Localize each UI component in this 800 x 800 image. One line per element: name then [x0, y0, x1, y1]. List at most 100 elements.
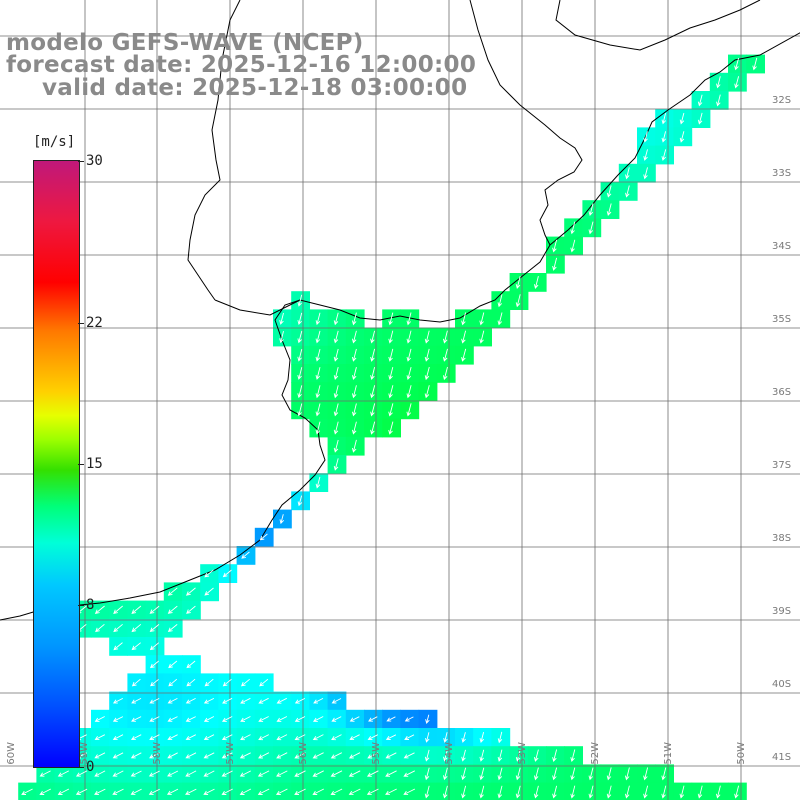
wind-arrow [715, 785, 721, 799]
wind-arrow [39, 788, 52, 795]
wind-arrow [625, 185, 630, 198]
wind-arrow [349, 716, 360, 722]
wind-arrow [333, 439, 339, 453]
wind-arrow [588, 767, 594, 781]
wind-arrow [131, 697, 142, 704]
wind-arrow [240, 678, 250, 687]
wind-arrow [95, 623, 105, 633]
wind-arrow [149, 697, 160, 704]
longitude-label: 53W [517, 742, 528, 765]
wind-arrow [552, 785, 558, 799]
longitude-label: 55W [371, 742, 382, 765]
wind-arrow [75, 770, 88, 777]
wind-arrow [204, 587, 214, 596]
wind-arrow [333, 458, 339, 471]
wind-arrow [403, 752, 415, 759]
wind-arrow [239, 752, 251, 759]
wind-arrow [39, 770, 51, 777]
wind-arrow [679, 131, 685, 143]
wind-arrow [203, 697, 215, 704]
wind-arrow [313, 697, 324, 704]
wind-arrow [330, 770, 343, 777]
wind-arrow [131, 716, 142, 722]
wind-arrow [294, 697, 306, 704]
wind-arrow [497, 731, 503, 744]
wind-arrow [424, 348, 430, 362]
brazil-border [555, 0, 761, 51]
wind-arrow [442, 348, 448, 362]
wind-arrow [279, 330, 284, 344]
wind-arrow [185, 734, 197, 741]
wind-arrow [240, 734, 251, 741]
wind-arrow [351, 403, 357, 417]
wind-arrow [312, 734, 324, 741]
wind-arrow [552, 767, 558, 781]
wind-arrow [370, 385, 376, 399]
wind-arrow [370, 421, 376, 435]
wind-arrow [497, 312, 503, 326]
wind-arrow [424, 785, 430, 799]
wind-arrow [388, 348, 394, 362]
wind-arrow [331, 734, 342, 741]
wind-arrow [461, 330, 467, 344]
longitude-label: 59W [79, 742, 90, 765]
wind-arrow [606, 185, 612, 198]
wind-arrow [297, 348, 303, 362]
colorbar-tick-label: 8 [86, 597, 95, 614]
wind-arrow [679, 785, 685, 799]
latitude-label: 41S [772, 752, 792, 763]
wind-arrow [148, 788, 161, 795]
wind-arrow [130, 752, 142, 759]
valid-date: valid date: 2025-12-18 03:00:00 [42, 75, 468, 101]
wind-arrow [131, 642, 141, 651]
wind-arrow [461, 732, 466, 743]
longitude-label: 56W [298, 742, 309, 765]
wind-arrow [297, 312, 303, 326]
wind-arrow [113, 623, 123, 633]
latitude-label: 39S [772, 606, 792, 617]
wind-arrow [734, 785, 740, 799]
wind-arrow [221, 770, 233, 777]
wind-arrow [130, 770, 142, 777]
wind-arrow [333, 403, 339, 417]
wind-arrow [149, 642, 160, 651]
wind-arrow [149, 660, 159, 669]
wind-arrow [388, 403, 394, 417]
wind-arrow [131, 678, 141, 687]
wind-arrow [331, 698, 342, 704]
wind-arrow [643, 149, 648, 161]
wind-arrow [112, 697, 124, 704]
wind-arrow [425, 732, 430, 743]
wind-arrow [385, 770, 397, 777]
wind-arrow [185, 788, 197, 795]
wind-arrow [442, 767, 448, 781]
wind-arrow [257, 770, 270, 777]
wind-arrow [166, 788, 179, 795]
wind-arrow [351, 312, 357, 326]
wind-arrow [442, 330, 448, 344]
wind-arrow [351, 348, 357, 362]
wind-arrow [349, 734, 360, 741]
wind-arrow [222, 678, 232, 687]
wind-arrow [479, 330, 485, 344]
wind-arrow [515, 785, 521, 799]
wind-arrow [661, 149, 667, 161]
wind-arrow [351, 439, 357, 453]
wind-arrow [315, 312, 321, 326]
wind-arrow [370, 348, 376, 362]
wind-arrow [297, 403, 303, 417]
wind-arrow [297, 385, 303, 399]
model-title: modelo GEFS-WAVE (NCEP) [6, 30, 364, 56]
wind-arrow [333, 421, 339, 435]
wind-arrow [385, 734, 397, 740]
wind-arrow [403, 788, 416, 796]
wind-arrow [367, 752, 379, 759]
wind-arrow [734, 57, 740, 71]
wind-arrow [113, 605, 123, 615]
wind-arrow [149, 734, 160, 741]
wind-arrow [149, 605, 160, 614]
latitude-label: 32S [772, 95, 792, 106]
colorbar-tick-mark [78, 767, 84, 768]
wind-arrow [331, 716, 342, 722]
wind-arrow [479, 312, 485, 326]
